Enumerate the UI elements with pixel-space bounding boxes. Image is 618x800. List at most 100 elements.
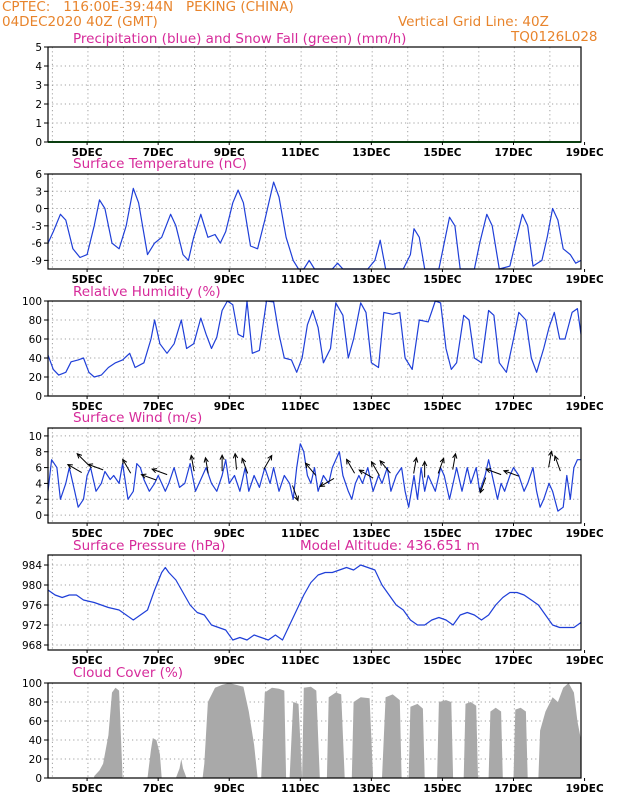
cloud-area	[382, 694, 402, 778]
x-tick-label: 9DEC	[214, 147, 245, 159]
wind-arrow	[141, 474, 157, 481]
plot-frame	[47, 46, 582, 143]
y-tick-label: 4	[35, 478, 42, 490]
cloud-area	[326, 692, 345, 778]
cloud-area	[147, 738, 162, 778]
x-tick-label: 17DEC	[494, 147, 533, 159]
wind-arrow-head	[553, 454, 559, 462]
x-tick-label: 15DEC	[423, 147, 462, 159]
wind-arrow-head	[370, 460, 376, 467]
cloud-area	[488, 707, 503, 778]
wind-arrow	[122, 459, 132, 474]
x-tick-label: 9DEC	[214, 401, 245, 413]
wind-arrow-head	[87, 463, 94, 469]
wind-arrow	[379, 460, 391, 474]
wind-arrow-head	[122, 458, 128, 465]
panel-cloud: Cloud Cover (%) 0 20 40 60 80 100 5DEC 7DEC 9DEC 1…	[22, 665, 604, 795]
x-tick-label: 9DEC	[214, 274, 245, 286]
y-tick-label: 3	[35, 186, 42, 198]
y-tick-label: 80	[29, 315, 42, 327]
series-line	[47, 564, 582, 641]
x-tick-label: 11DEC	[281, 274, 320, 286]
x-tick-label: 9DEC	[214, 528, 245, 540]
wind-arrow-head	[232, 452, 239, 459]
x-tick-label: 19DEC	[565, 655, 604, 667]
plot-frame	[47, 554, 582, 651]
x-tick-label: 9DEC	[214, 655, 245, 667]
y-tick-label: 40	[29, 735, 42, 747]
y-tick-label: 0	[35, 510, 42, 522]
y-tick-label: 100	[22, 678, 42, 690]
wind-arrow-head	[294, 495, 299, 502]
x-tick-label: 5DEC	[72, 401, 103, 413]
x-tick-label: 5DEC	[72, 147, 103, 159]
x-tick-label: 7DEC	[143, 528, 174, 540]
wind-arrow	[346, 459, 356, 474]
cloud-area	[463, 702, 478, 778]
plot-frame	[47, 427, 582, 524]
wind-arrow-head	[66, 463, 73, 469]
wind-arrow-head	[241, 457, 247, 464]
x-tick-label: 13DEC	[352, 401, 391, 413]
wind-arrow-head	[76, 452, 83, 459]
y-tick-label: 972	[22, 620, 42, 632]
x-tick-label: 7DEC	[143, 783, 174, 795]
wind-arrow	[358, 469, 374, 479]
wind-arrow-head	[452, 452, 458, 459]
panel-title: Surface Wind (m/s)	[73, 410, 202, 426]
y-tick-label: 8	[35, 447, 42, 459]
panel-title: Surface Temperature (nC)	[73, 156, 247, 172]
wind-arrow	[67, 464, 82, 473]
cloud-area	[408, 703, 425, 778]
x-tick-label: 5DEC	[72, 655, 103, 667]
x-tick-label: 13DEC	[352, 655, 391, 667]
wind-arrow-head	[379, 459, 385, 466]
x-tick-label: 7DEC	[143, 274, 174, 286]
x-tick-label: 17DEC	[494, 528, 533, 540]
wind-arrow	[292, 485, 299, 501]
x-tick-label: 19DEC	[565, 783, 604, 795]
wind-arrow-head	[358, 469, 365, 475]
y-tick-label: 0	[35, 204, 42, 216]
x-tick-label: 13DEC	[352, 528, 391, 540]
x-tick-label: 19DEC	[565, 274, 604, 286]
wind-arrow	[151, 468, 168, 476]
y-tick-label: 60	[29, 716, 42, 728]
cloud-area	[437, 700, 454, 778]
y-tick-label: -9	[32, 255, 42, 267]
wind-arrow	[479, 477, 487, 493]
header-date: 04DEC2020 40Z (GMT)	[2, 14, 158, 30]
x-tick-label: 11DEC	[281, 147, 320, 159]
y-tick-label: 10	[29, 431, 42, 443]
cloud-area	[351, 697, 374, 778]
cloud-area	[94, 687, 123, 778]
wind-arrow-head	[548, 450, 554, 457]
wind-arrow-head	[413, 456, 419, 463]
x-tick-label: 17DEC	[494, 274, 533, 286]
y-tick-label: 0	[35, 137, 42, 149]
x-tick-label: 19DEC	[565, 528, 604, 540]
wind-arrow	[234, 453, 237, 470]
wind-arrow-head	[485, 468, 492, 474]
wind-arrow-head	[422, 460, 428, 467]
y-tick-label: -6	[32, 238, 43, 250]
y-tick-label: 3	[35, 80, 42, 92]
y-tick-label: 4	[35, 61, 42, 73]
x-tick-label: 11DEC	[281, 401, 320, 413]
wind-arrow	[204, 457, 209, 474]
x-tick-label: 19DEC	[565, 401, 604, 413]
y-tick-label: 5	[35, 42, 42, 54]
wind-arrow	[241, 458, 249, 474]
wind-arrow-head	[203, 456, 209, 463]
x-tick-label: 15DEC	[423, 655, 462, 667]
y-tick-label: 0	[35, 773, 42, 785]
x-tick-label: 17DEC	[494, 655, 533, 667]
wind-arrow	[371, 461, 380, 476]
y-tick-label: 6	[35, 169, 42, 181]
x-tick-label: 15DEC	[423, 401, 462, 413]
wind-arrow-head	[346, 458, 352, 465]
series-line	[47, 300, 582, 378]
plot-frame	[47, 300, 582, 397]
x-tick-label: 11DEC	[281, 528, 320, 540]
y-tick-label: 976	[22, 600, 42, 612]
